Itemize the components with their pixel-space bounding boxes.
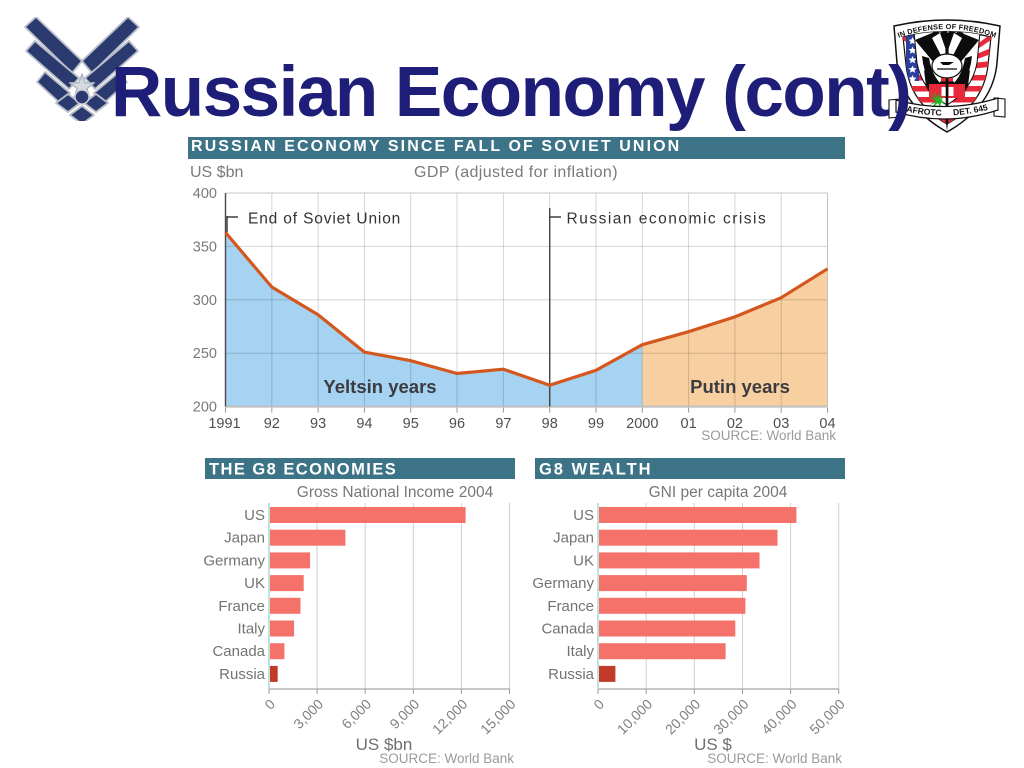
svg-text:50,000: 50,000 (806, 696, 845, 738)
svg-text:04: 04 (819, 416, 835, 432)
svg-text:40,000: 40,000 (758, 696, 800, 738)
svg-text:GNI per capita 2004: GNI per capita 2004 (649, 484, 788, 501)
svg-text:US $bn: US $bn (356, 735, 413, 754)
svg-text:Japan: Japan (224, 530, 265, 547)
svg-text:Japan: Japan (553, 530, 594, 547)
svg-text:2000: 2000 (626, 416, 658, 432)
svg-text:92: 92 (264, 416, 280, 432)
svg-text:Canada: Canada (541, 621, 594, 638)
svg-text:Germany: Germany (203, 552, 265, 569)
svg-text:THE G8 ECONOMIES: THE G8 ECONOMIES (209, 461, 397, 479)
svg-text:SOURCE: World Bank: SOURCE: World Bank (707, 751, 842, 766)
svg-text:93: 93 (310, 416, 326, 432)
svg-text:Russian economic crisis: Russian economic crisis (567, 211, 768, 228)
svg-text:France: France (218, 598, 265, 615)
svg-text:200: 200 (193, 400, 217, 416)
svg-text:0: 0 (590, 696, 607, 713)
svg-text:250: 250 (193, 346, 217, 362)
svg-text:98: 98 (542, 416, 558, 432)
svg-text:6,000: 6,000 (338, 696, 374, 732)
svg-text:Russia: Russia (548, 666, 595, 683)
svg-text:9,000: 9,000 (386, 696, 422, 732)
svg-text:G8 WEALTH: G8 WEALTH (539, 461, 653, 479)
svg-text:Putin years: Putin years (690, 376, 790, 397)
svg-text:Italy: Italy (566, 643, 594, 660)
svg-text:400: 400 (193, 186, 217, 202)
svg-text:20,000: 20,000 (662, 696, 704, 738)
svg-text:SOURCE: World Bank: SOURCE: World Bank (379, 751, 514, 766)
svg-text:99: 99 (588, 416, 604, 432)
svg-text:Italy: Italy (237, 621, 265, 638)
svg-text:12,000: 12,000 (429, 696, 471, 738)
svg-text:0: 0 (261, 696, 278, 713)
svg-text:97: 97 (495, 416, 511, 432)
svg-text:Canada: Canada (212, 643, 265, 660)
svg-text:Yeltsin years: Yeltsin years (323, 376, 436, 397)
svg-text:US $bn: US $bn (190, 164, 243, 181)
svg-text:94: 94 (356, 416, 372, 432)
svg-text:3,000: 3,000 (290, 696, 326, 732)
svg-text:End of Soviet Union: End of Soviet Union (248, 211, 401, 228)
svg-text:03: 03 (773, 416, 789, 432)
svg-text:US $: US $ (694, 735, 732, 754)
svg-text:30,000: 30,000 (710, 696, 752, 738)
svg-text:95: 95 (403, 416, 419, 432)
svg-text:Russia: Russia (219, 666, 266, 683)
svg-text:300: 300 (193, 293, 217, 309)
svg-text:96: 96 (449, 416, 465, 432)
svg-text:SOURCE: World Bank: SOURCE: World Bank (701, 428, 836, 443)
svg-text:02: 02 (727, 416, 743, 432)
svg-text:01: 01 (681, 416, 697, 432)
svg-text:350: 350 (193, 239, 217, 255)
svg-text:US: US (244, 507, 265, 524)
svg-text:Gross National Income 2004: Gross National Income 2004 (297, 484, 494, 501)
svg-text:Germany: Germany (532, 575, 594, 592)
svg-text:GDP (adjusted for inflation): GDP (adjusted for inflation) (414, 164, 618, 181)
svg-text:10,000: 10,000 (614, 696, 656, 738)
svg-text:UK: UK (573, 552, 594, 569)
svg-text:UK: UK (244, 575, 265, 592)
svg-text:France: France (547, 598, 594, 615)
svg-text:1991: 1991 (208, 416, 240, 432)
svg-text:US: US (573, 507, 594, 524)
